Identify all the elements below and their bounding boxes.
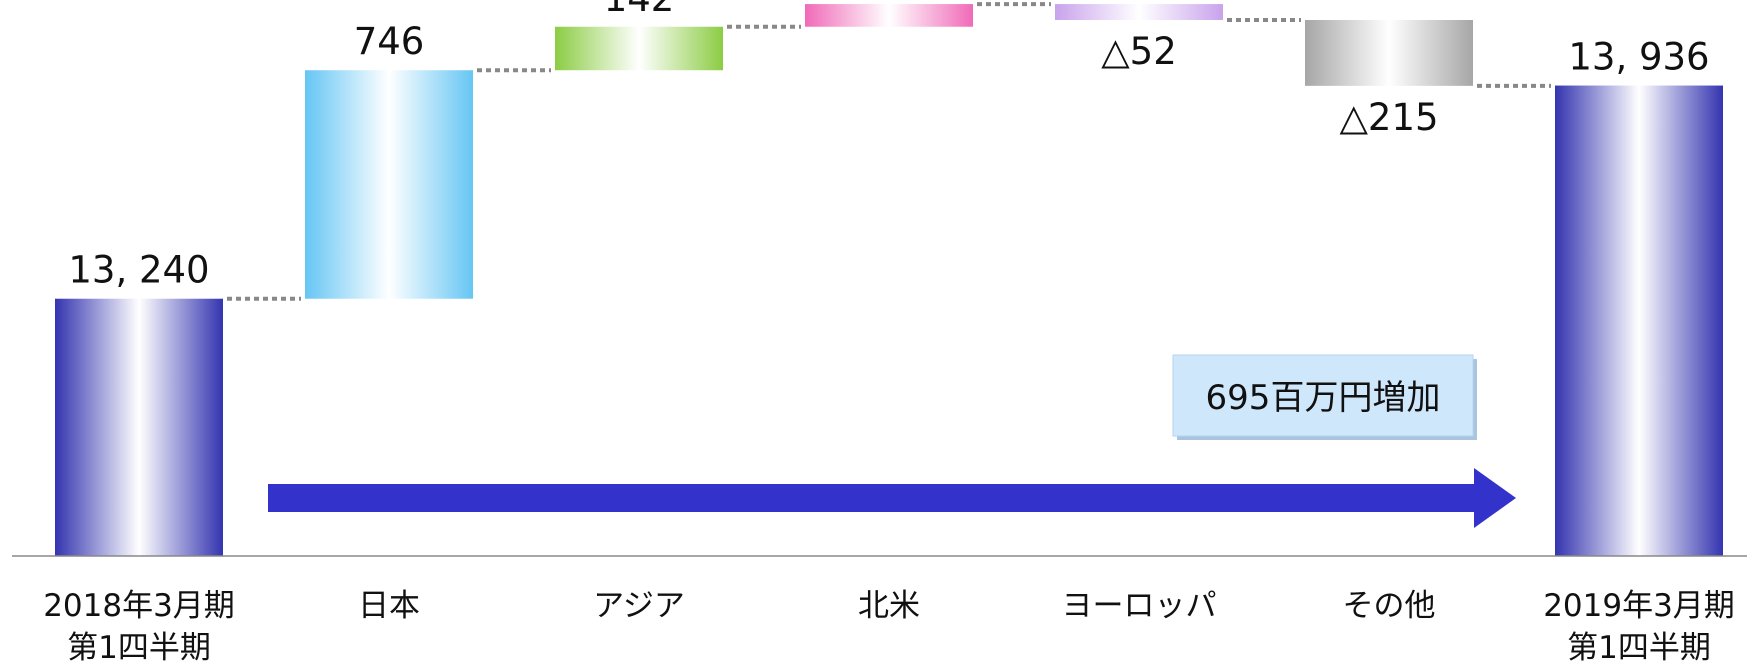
connector-lines: [227, 2, 1551, 301]
value-label-6: 13, 936: [1568, 36, 1709, 79]
bar-1: [305, 70, 473, 299]
category-label-5: その他: [1343, 588, 1436, 624]
bar-0: [55, 298, 223, 556]
arrow-head: [1474, 468, 1516, 528]
value-label-5: △215: [1339, 96, 1438, 139]
bar-6: [1555, 85, 1723, 557]
increase-arrow: [268, 468, 1516, 528]
bar-2: [555, 26, 723, 71]
arrow-shaft: [268, 484, 1476, 512]
value-label-1: 746: [354, 20, 425, 63]
category-label-6: 2019年3月期第1四半期: [1543, 588, 1735, 666]
category-label-2: アジア: [593, 588, 685, 624]
category-label-1: 日本: [358, 588, 420, 624]
category-label-0: 2018年3月期第1四半期: [43, 588, 235, 666]
callout-text: 695百万円増加: [1206, 378, 1441, 418]
bar-5: [1305, 20, 1473, 86]
bar-4: [1055, 4, 1223, 20]
callout-box: [1172, 354, 1474, 437]
bar-3: [805, 4, 973, 27]
value-label-4: △52: [1101, 30, 1177, 73]
category-labels: 2018年3月期第1四半期 日本 アジア 北米 ヨーロッパ その他 2019年3月期第1四半…: [43, 588, 1735, 666]
category-label-3: 北米: [858, 588, 920, 624]
value-label-0: 13, 240: [68, 249, 209, 292]
value-label-2: 142: [604, 0, 675, 20]
category-label-4: ヨーロッパ: [1062, 588, 1217, 624]
bars: [55, 4, 1723, 557]
increase-callout: 695百万円増加: [1172, 354, 1477, 440]
